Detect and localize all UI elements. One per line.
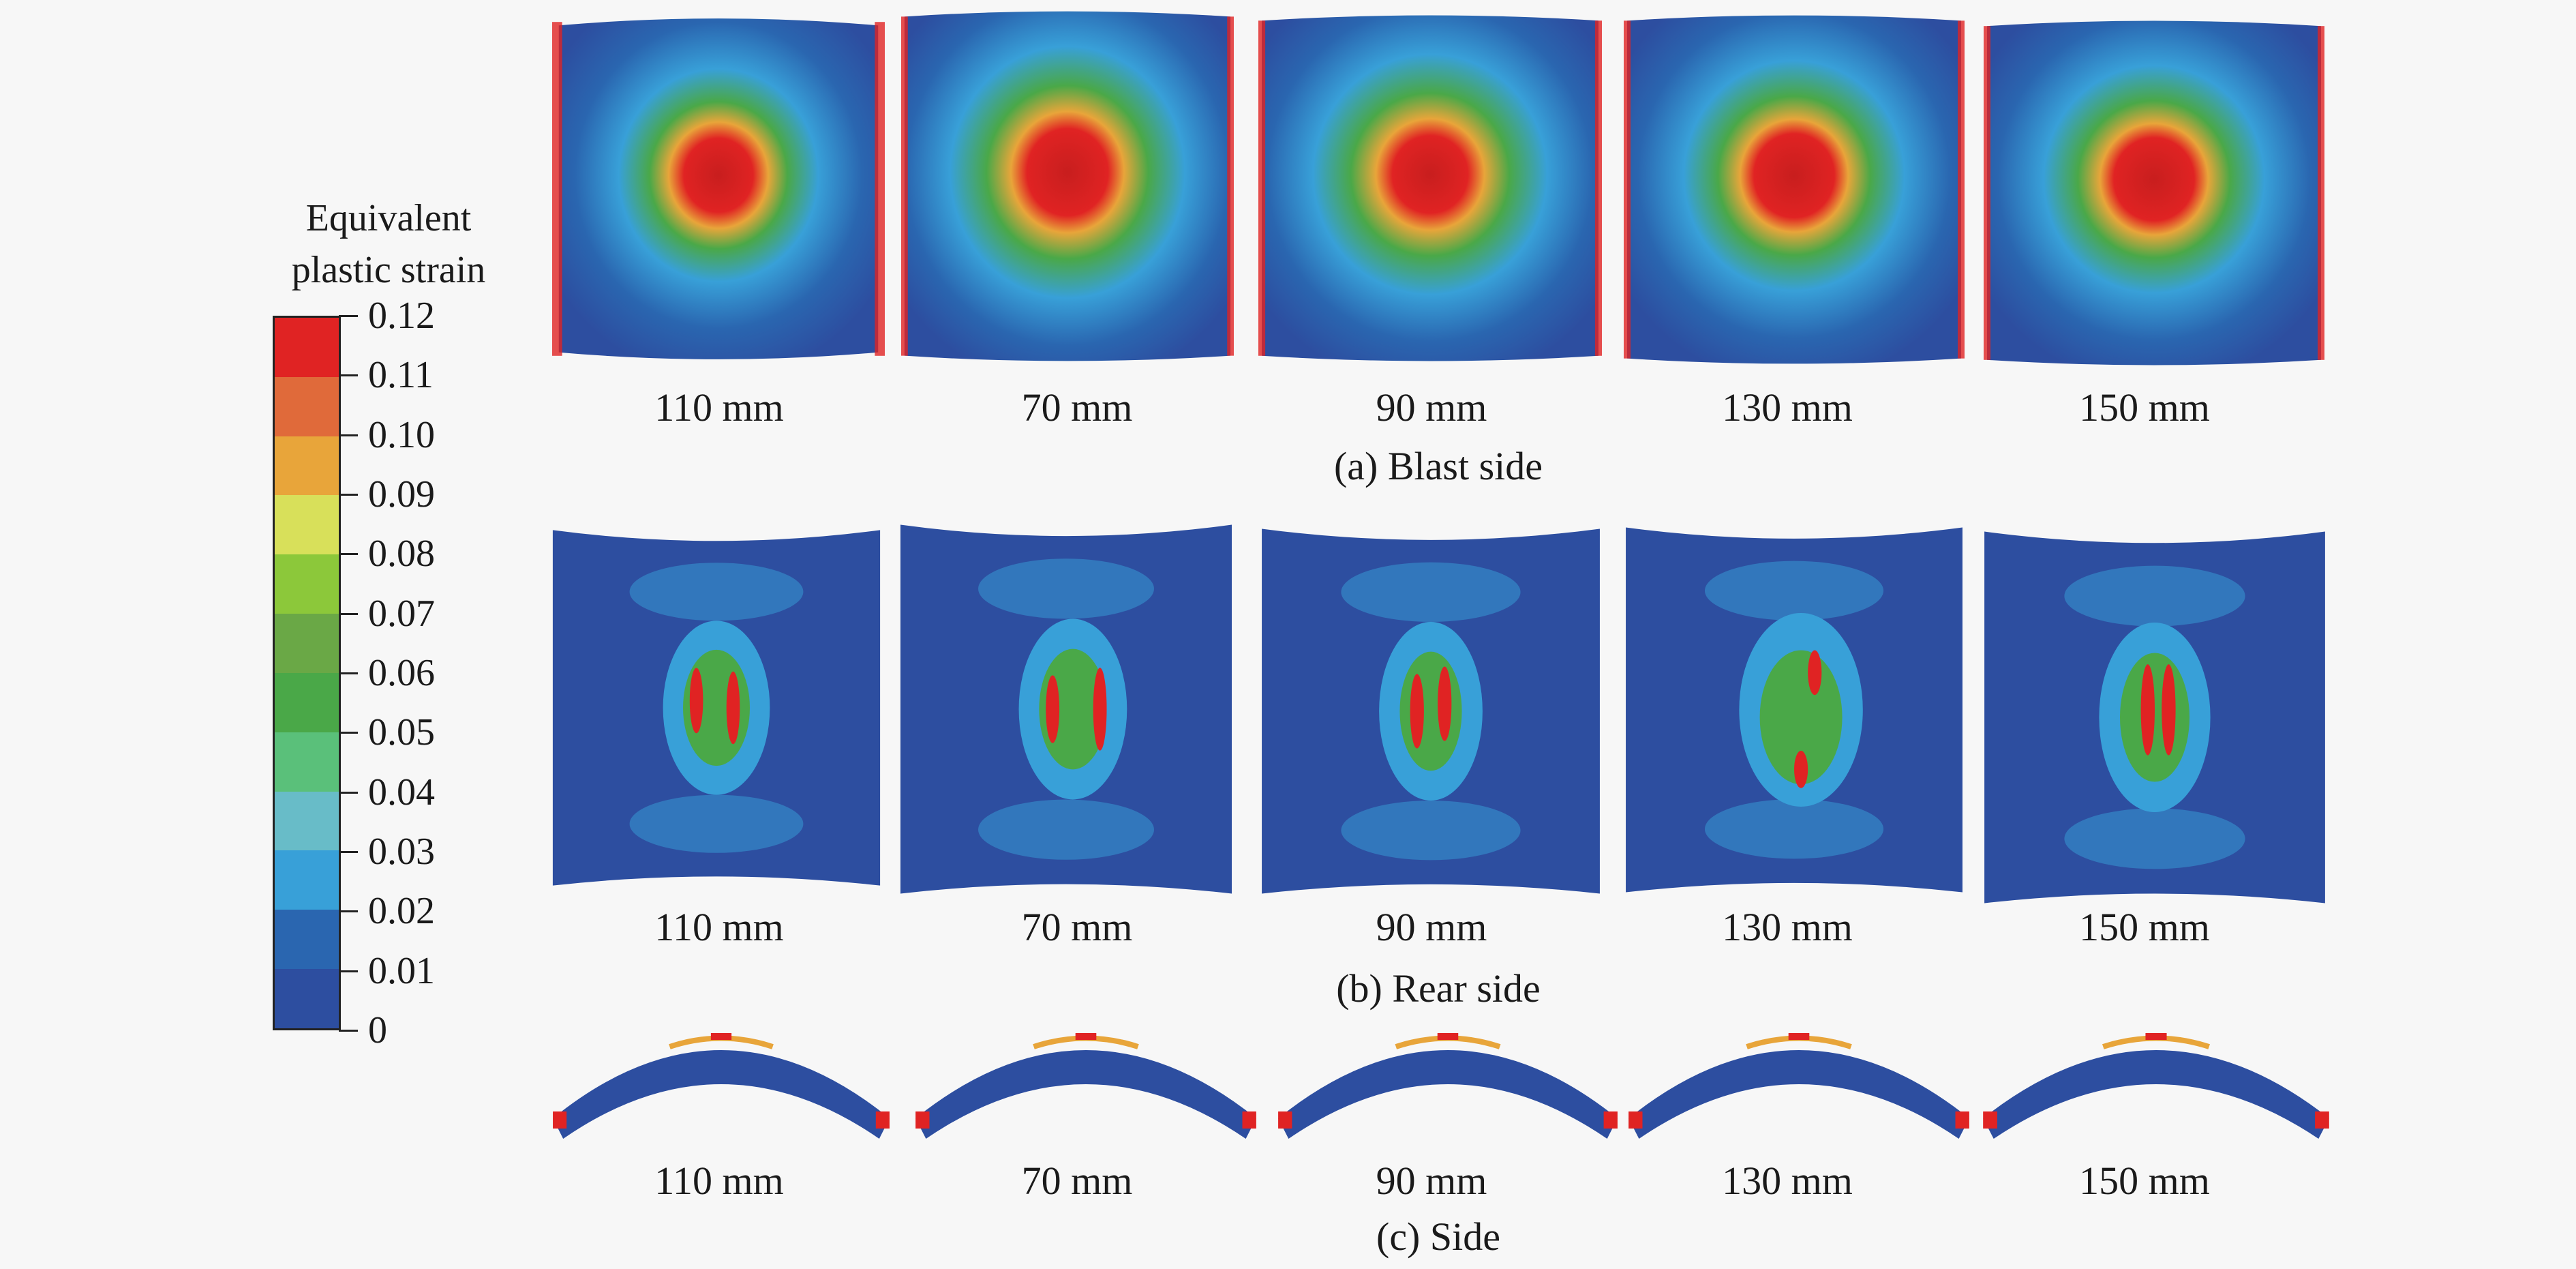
rear-caption-5: 150 mm xyxy=(2079,905,2210,949)
blast-caption-5: 150 mm xyxy=(2079,385,2210,430)
side-caption-1: 110 mm xyxy=(654,1159,784,1203)
side-caption-4: 130 mm xyxy=(1722,1159,1853,1203)
legend-swatch-5 xyxy=(275,614,339,673)
side-view-panel-1 xyxy=(549,1030,893,1146)
legend-tick-label: 0.07 xyxy=(368,592,435,635)
legend-tick-label: 0.10 xyxy=(368,413,435,456)
legend-tick xyxy=(339,910,358,913)
section-title-rear: (b) Rear side xyxy=(1336,966,1541,1011)
legend-tick-label: 0.06 xyxy=(368,652,435,694)
legend-tick-label: 0.09 xyxy=(368,473,435,516)
blast-side-panel-5 xyxy=(1984,19,2324,367)
legend-swatch-2 xyxy=(275,436,339,496)
legend-swatch-9 xyxy=(275,850,339,910)
blast-side-panel-4 xyxy=(1624,14,1965,365)
rear-caption-4: 130 mm xyxy=(1722,905,1853,949)
rear-caption-1: 110 mm xyxy=(654,905,784,949)
section-title-blast: (a) Blast side xyxy=(1333,444,1543,488)
legend-tick xyxy=(339,553,358,556)
legend-tick-label: 0.01 xyxy=(368,949,435,992)
legend-tick-label: 0 xyxy=(368,1009,387,1051)
blast-caption-4: 130 mm xyxy=(1722,385,1853,430)
rear-side-panel-5 xyxy=(1981,528,2329,907)
legend-swatch-10 xyxy=(275,910,339,970)
rear-side-panel-4 xyxy=(1622,524,1966,896)
legend-swatch-1 xyxy=(275,376,339,436)
legend-colorbar xyxy=(273,316,341,1030)
legend-tick xyxy=(339,315,358,317)
legend-swatch-3 xyxy=(275,495,339,555)
rear-side-panel-2 xyxy=(897,521,1235,897)
legend-tick xyxy=(339,494,358,496)
side-view-panel-2 xyxy=(912,1030,1260,1146)
blast-side-panel-3 xyxy=(1258,14,1602,363)
legend-tick xyxy=(339,791,358,794)
rear-caption-3: 90 mm xyxy=(1376,905,1487,949)
legend-swatch-11 xyxy=(275,969,339,1028)
legend-tick xyxy=(339,970,358,972)
side-view-panel-5 xyxy=(1980,1030,2333,1146)
section-title-side: (c) Side xyxy=(1376,1214,1500,1259)
blast-side-panel-2 xyxy=(901,10,1234,363)
legend-tick xyxy=(339,1030,358,1032)
legend-swatch-7 xyxy=(275,732,339,792)
legend-tick-label: 0.12 xyxy=(368,295,435,337)
side-caption-2: 70 mm xyxy=(1021,1159,1133,1203)
side-view-panel-4 xyxy=(1625,1030,1973,1146)
side-caption-5: 150 mm xyxy=(2079,1159,2210,1203)
legend-tick-label: 0.02 xyxy=(368,890,435,933)
legend-tick-label: 0.11 xyxy=(368,354,434,397)
legend-tick-label: 0.03 xyxy=(368,831,435,873)
legend-tick xyxy=(339,612,358,615)
side-caption-3: 90 mm xyxy=(1376,1159,1487,1203)
rear-side-panel-3 xyxy=(1258,525,1603,897)
blast-caption-3: 90 mm xyxy=(1376,385,1487,430)
legend-swatch-6 xyxy=(275,672,339,732)
side-view-panel-3 xyxy=(1275,1030,1621,1146)
legend-swatch-0 xyxy=(275,318,339,377)
legend-swatch-8 xyxy=(275,791,339,851)
legend-swatch-4 xyxy=(275,554,339,614)
legend-tick xyxy=(339,672,358,674)
legend-tick-label: 0.04 xyxy=(368,771,435,813)
legend-title-line2: plastic strain xyxy=(291,249,486,291)
rear-side-panel-1 xyxy=(549,526,883,889)
blast-caption-1: 110 mm xyxy=(654,385,784,430)
legend-tick-label: 0.05 xyxy=(368,711,435,754)
legend-title: Equivalent plastic strain xyxy=(252,192,525,296)
legend-tick xyxy=(339,374,358,377)
rear-caption-2: 70 mm xyxy=(1021,905,1133,949)
legend-title-line1: Equivalent xyxy=(305,197,472,239)
legend-tick xyxy=(339,434,358,436)
blast-side-panel-1 xyxy=(552,15,885,363)
legend-tick xyxy=(339,851,358,853)
legend-tick-label: 0.08 xyxy=(368,533,435,576)
blast-caption-2: 70 mm xyxy=(1021,385,1133,430)
legend-tick xyxy=(339,732,358,734)
